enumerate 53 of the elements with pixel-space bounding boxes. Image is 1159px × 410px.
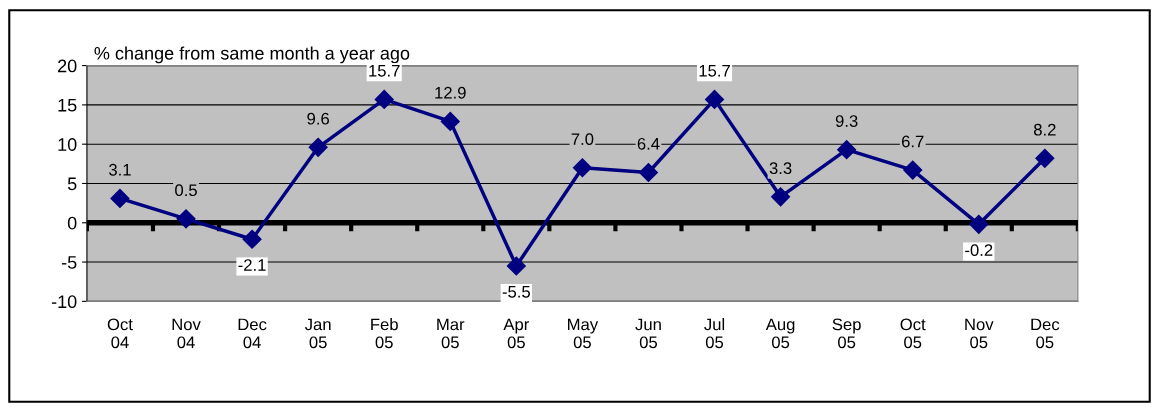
point	[903, 160, 923, 180]
data-label: 3.1	[109, 163, 131, 176]
x-tick-label: Nov 05	[965, 318, 994, 349]
x-tick-label: Oct 05	[900, 318, 926, 349]
data-label: 6.4	[637, 137, 660, 150]
data-label: 9.3	[835, 115, 858, 127]
x-tick-label: Mar 05	[437, 318, 465, 349]
y-tick-label: -10	[51, 295, 77, 309]
point	[110, 188, 130, 208]
point	[969, 214, 989, 234]
point	[638, 162, 658, 183]
point	[771, 187, 791, 207]
point	[837, 140, 857, 160]
data-label: 15.7	[369, 65, 400, 77]
data-label: 7.0	[571, 133, 594, 146]
x-tick-label: Jun 05	[635, 318, 661, 349]
point	[308, 137, 328, 157]
x-tick-label: Feb 05	[371, 318, 398, 349]
data-label: 0.5	[175, 184, 197, 197]
point	[176, 209, 196, 229]
x-tick-label: Apr 05	[503, 318, 530, 349]
x-tick-label: Aug 05	[765, 318, 795, 349]
point	[374, 89, 394, 109]
y-tick-label: -5	[61, 256, 77, 269]
point	[242, 229, 262, 249]
point	[572, 158, 592, 178]
y-tick-label: 5	[67, 177, 77, 191]
point	[1035, 148, 1055, 168]
data-label: 12.9	[435, 86, 466, 99]
data-label: -2.1	[238, 259, 266, 271]
y-tick-label: 15	[58, 99, 77, 112]
point	[440, 111, 460, 131]
point	[506, 256, 526, 276]
x-tick-label: Oct 04	[107, 318, 133, 349]
data-label: -5.5	[502, 286, 530, 298]
y-tick-label: 0	[67, 216, 77, 230]
chart-title: % change from same month a year ago	[94, 46, 410, 64]
data-label: 8.2	[1033, 123, 1056, 136]
data-label: 9.6	[307, 112, 329, 125]
x-tick-label: Nov 04	[172, 318, 201, 349]
x-tick-label: May 05	[568, 318, 599, 349]
data-label: -0.2	[965, 244, 993, 257]
data-label: 6.7	[901, 135, 924, 148]
y-tick-label: 10	[58, 138, 77, 151]
data-label: 15.7	[699, 65, 730, 77]
y-tick-label: 20	[58, 59, 77, 73]
x-tick-label: Dec 04	[238, 318, 267, 349]
x-tick-label: Jan 05	[304, 318, 331, 349]
x-tick-label: Dec 05	[1031, 318, 1060, 349]
x-tick-label: Jul 05	[704, 318, 725, 349]
point	[704, 89, 725, 109]
data-label: 3.3	[769, 162, 792, 175]
x-tick-label: Sep 05	[832, 318, 861, 349]
